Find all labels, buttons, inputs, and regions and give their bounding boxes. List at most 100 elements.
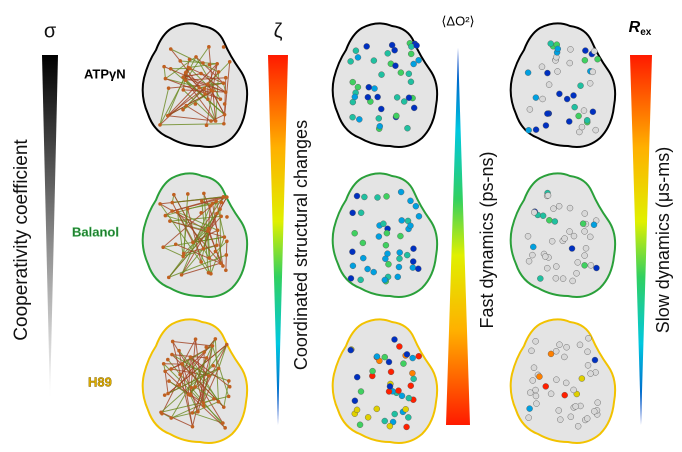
residue — [415, 266, 421, 272]
residue — [212, 397, 216, 401]
residue — [585, 349, 591, 355]
residue — [214, 119, 218, 123]
residue — [361, 194, 367, 200]
residue — [375, 94, 381, 100]
residue — [398, 189, 404, 195]
residue — [366, 84, 372, 90]
residue — [223, 113, 227, 117]
residue — [184, 78, 188, 82]
protein — [143, 319, 247, 443]
protein — [333, 173, 437, 297]
residue — [388, 369, 394, 375]
residue — [593, 127, 599, 133]
residue — [549, 238, 555, 244]
protein-surface — [333, 319, 437, 443]
residue — [207, 256, 211, 260]
residue — [525, 233, 531, 239]
residue — [395, 274, 401, 280]
residue — [370, 368, 376, 374]
residue — [562, 236, 568, 242]
residue — [167, 86, 171, 90]
residue — [187, 66, 191, 70]
residue — [595, 56, 601, 62]
residue — [529, 252, 535, 258]
residue — [227, 379, 231, 383]
residue — [531, 209, 537, 215]
residue — [225, 215, 229, 219]
residue — [585, 335, 591, 341]
residue — [564, 344, 570, 350]
residue — [389, 42, 395, 48]
residue — [352, 94, 358, 100]
residue — [582, 211, 588, 217]
residue — [166, 114, 170, 118]
residue — [161, 245, 165, 249]
residue — [591, 408, 597, 414]
sigma-symbol: σ — [44, 20, 57, 42]
figure: σ Cooperativity coefficient ζ Coordinate… — [0, 0, 682, 452]
residue — [190, 386, 194, 390]
residue — [576, 113, 582, 119]
residue — [577, 342, 583, 348]
residue — [416, 353, 422, 359]
residue — [530, 244, 536, 250]
residue — [352, 230, 358, 236]
residue — [201, 401, 205, 405]
residue — [215, 62, 219, 66]
residue — [350, 114, 356, 120]
ligand-label: H89 — [88, 374, 112, 389]
residue — [537, 276, 543, 282]
residue — [376, 234, 382, 240]
sigma-scale — [42, 55, 58, 400]
residue — [206, 97, 210, 101]
residue — [358, 210, 364, 216]
residue — [349, 249, 355, 255]
slow-scale — [630, 55, 652, 425]
residue — [548, 351, 554, 357]
residue — [357, 422, 363, 428]
residue — [350, 79, 356, 85]
residue — [205, 356, 209, 360]
residue — [200, 199, 204, 203]
residue — [562, 392, 568, 398]
ligand-label: ATPγN — [84, 66, 126, 81]
residue — [579, 124, 585, 130]
residue — [563, 380, 569, 386]
residue — [587, 80, 593, 86]
residue — [169, 47, 173, 51]
residue — [571, 233, 577, 239]
residue — [564, 96, 570, 102]
residue — [527, 390, 533, 396]
residue — [220, 201, 224, 205]
residue — [582, 228, 588, 234]
residue — [350, 263, 356, 269]
protein-panels — [143, 23, 615, 443]
residue — [350, 210, 356, 216]
residue — [552, 218, 558, 224]
residue — [557, 417, 563, 423]
residue — [380, 221, 386, 227]
protein-surface — [333, 23, 437, 147]
residue — [396, 256, 402, 262]
residue — [180, 362, 184, 366]
residue — [382, 277, 388, 283]
residue — [181, 75, 185, 79]
protein — [511, 173, 615, 297]
protein — [333, 23, 437, 147]
residue — [181, 88, 185, 92]
residue — [529, 348, 535, 354]
residue — [374, 406, 380, 412]
residue — [217, 400, 221, 404]
residue — [407, 198, 413, 204]
protein-surface — [143, 173, 247, 297]
residue — [556, 203, 562, 209]
residue — [411, 376, 417, 382]
residue — [158, 123, 162, 127]
residue — [553, 377, 559, 383]
residue — [570, 278, 576, 284]
residue — [382, 354, 388, 360]
residue — [385, 261, 391, 267]
residue — [410, 259, 416, 265]
residue — [194, 102, 198, 106]
residue — [397, 250, 403, 256]
